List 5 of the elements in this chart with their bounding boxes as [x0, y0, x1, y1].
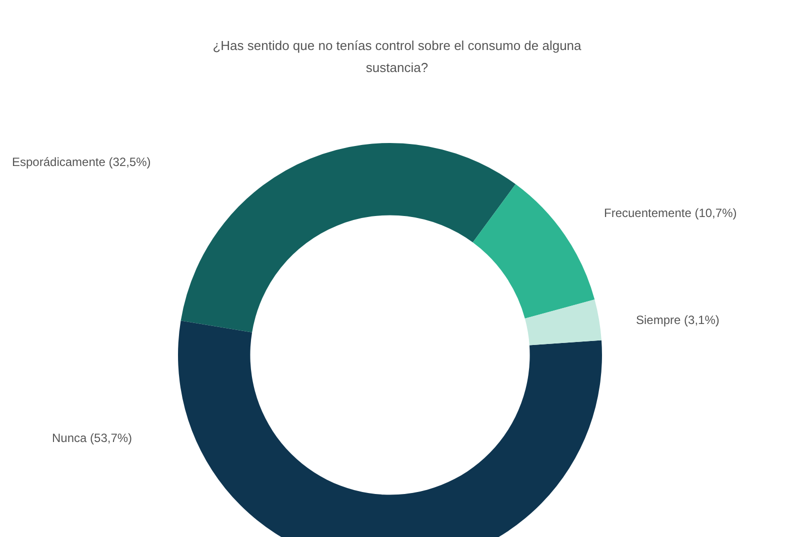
- slice-label: Esporádicamente (32,5%): [12, 155, 151, 169]
- slice-label: Nunca (53,7%): [52, 431, 132, 445]
- slice-label: Siempre (3,1%): [636, 313, 720, 327]
- chart-title: ¿Has sentido que no tenías control sobre el consumo de alguna sustancia?: [212, 37, 582, 77]
- slice-label: Frecuentemente (10,7%): [604, 206, 737, 220]
